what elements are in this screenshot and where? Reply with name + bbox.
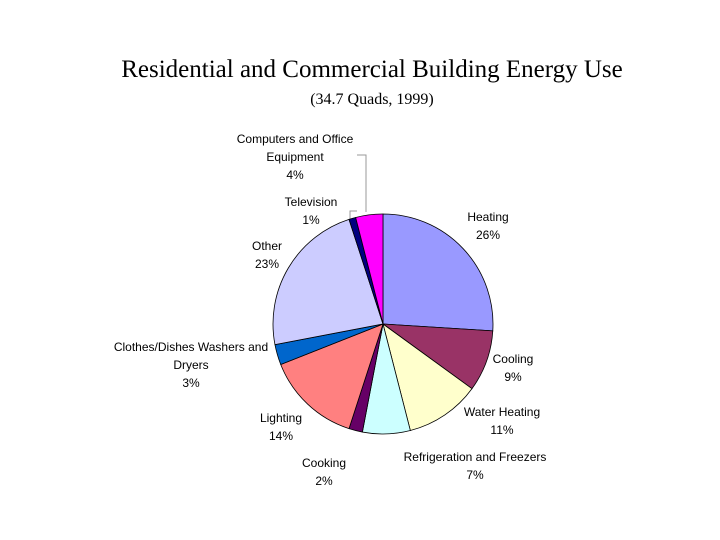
slice-label: Computers and Office Equipment 4% (225, 130, 365, 184)
category-label: Cooking (301, 456, 347, 470)
value-label: 23% (254, 257, 280, 271)
slice-label: Lighting 14% (241, 409, 321, 445)
value-label: 9% (504, 370, 522, 384)
value-label: 11% (490, 423, 514, 437)
value-label: 3% (182, 376, 200, 390)
slice-label: Other 23% (227, 237, 307, 273)
category-label: Lighting (259, 411, 303, 425)
category-label: Clothes/Dishes Washers and Dryers (113, 340, 269, 372)
leader-line (357, 154, 367, 212)
value-label: 7% (466, 468, 484, 482)
value-label: 26% (475, 228, 501, 242)
category-label: Other (251, 239, 282, 253)
pie-slice (382, 323, 473, 432)
slice-label: Television 1% (271, 193, 351, 229)
category-label: Water Heating (463, 405, 541, 419)
slice-label: Heating 26% (443, 208, 533, 244)
category-label: Computers and Office Equipment (236, 132, 354, 164)
slice-label: Refrigeration and Freezers 7% (390, 448, 560, 484)
slice-label: Clothes/Dishes Washers and Dryers 3% (101, 338, 281, 392)
category-label: Heating (467, 210, 509, 224)
value-label: 14% (268, 429, 294, 443)
value-label: 1% (302, 213, 320, 227)
pie-slice (272, 218, 384, 346)
slice-label: Cooling 9% (473, 350, 553, 386)
value-label: 4% (286, 168, 304, 182)
pie-slice (355, 213, 384, 325)
category-label: Refrigeration and Freezers (403, 450, 547, 464)
category-label: Cooling (492, 352, 534, 366)
slice-label: Cooking 2% (284, 454, 364, 490)
pie-slice (280, 323, 384, 430)
pie-slice (382, 213, 494, 332)
category-label: Television (284, 195, 338, 209)
value-label: 2% (315, 474, 333, 488)
chart-subtitle: (34.7 Quads, 1999) (310, 91, 434, 108)
leader-line (349, 210, 357, 219)
chart-title: Residential and Commercial Building Ener… (121, 56, 623, 83)
slice-label: Water Heating 11% (452, 403, 552, 439)
